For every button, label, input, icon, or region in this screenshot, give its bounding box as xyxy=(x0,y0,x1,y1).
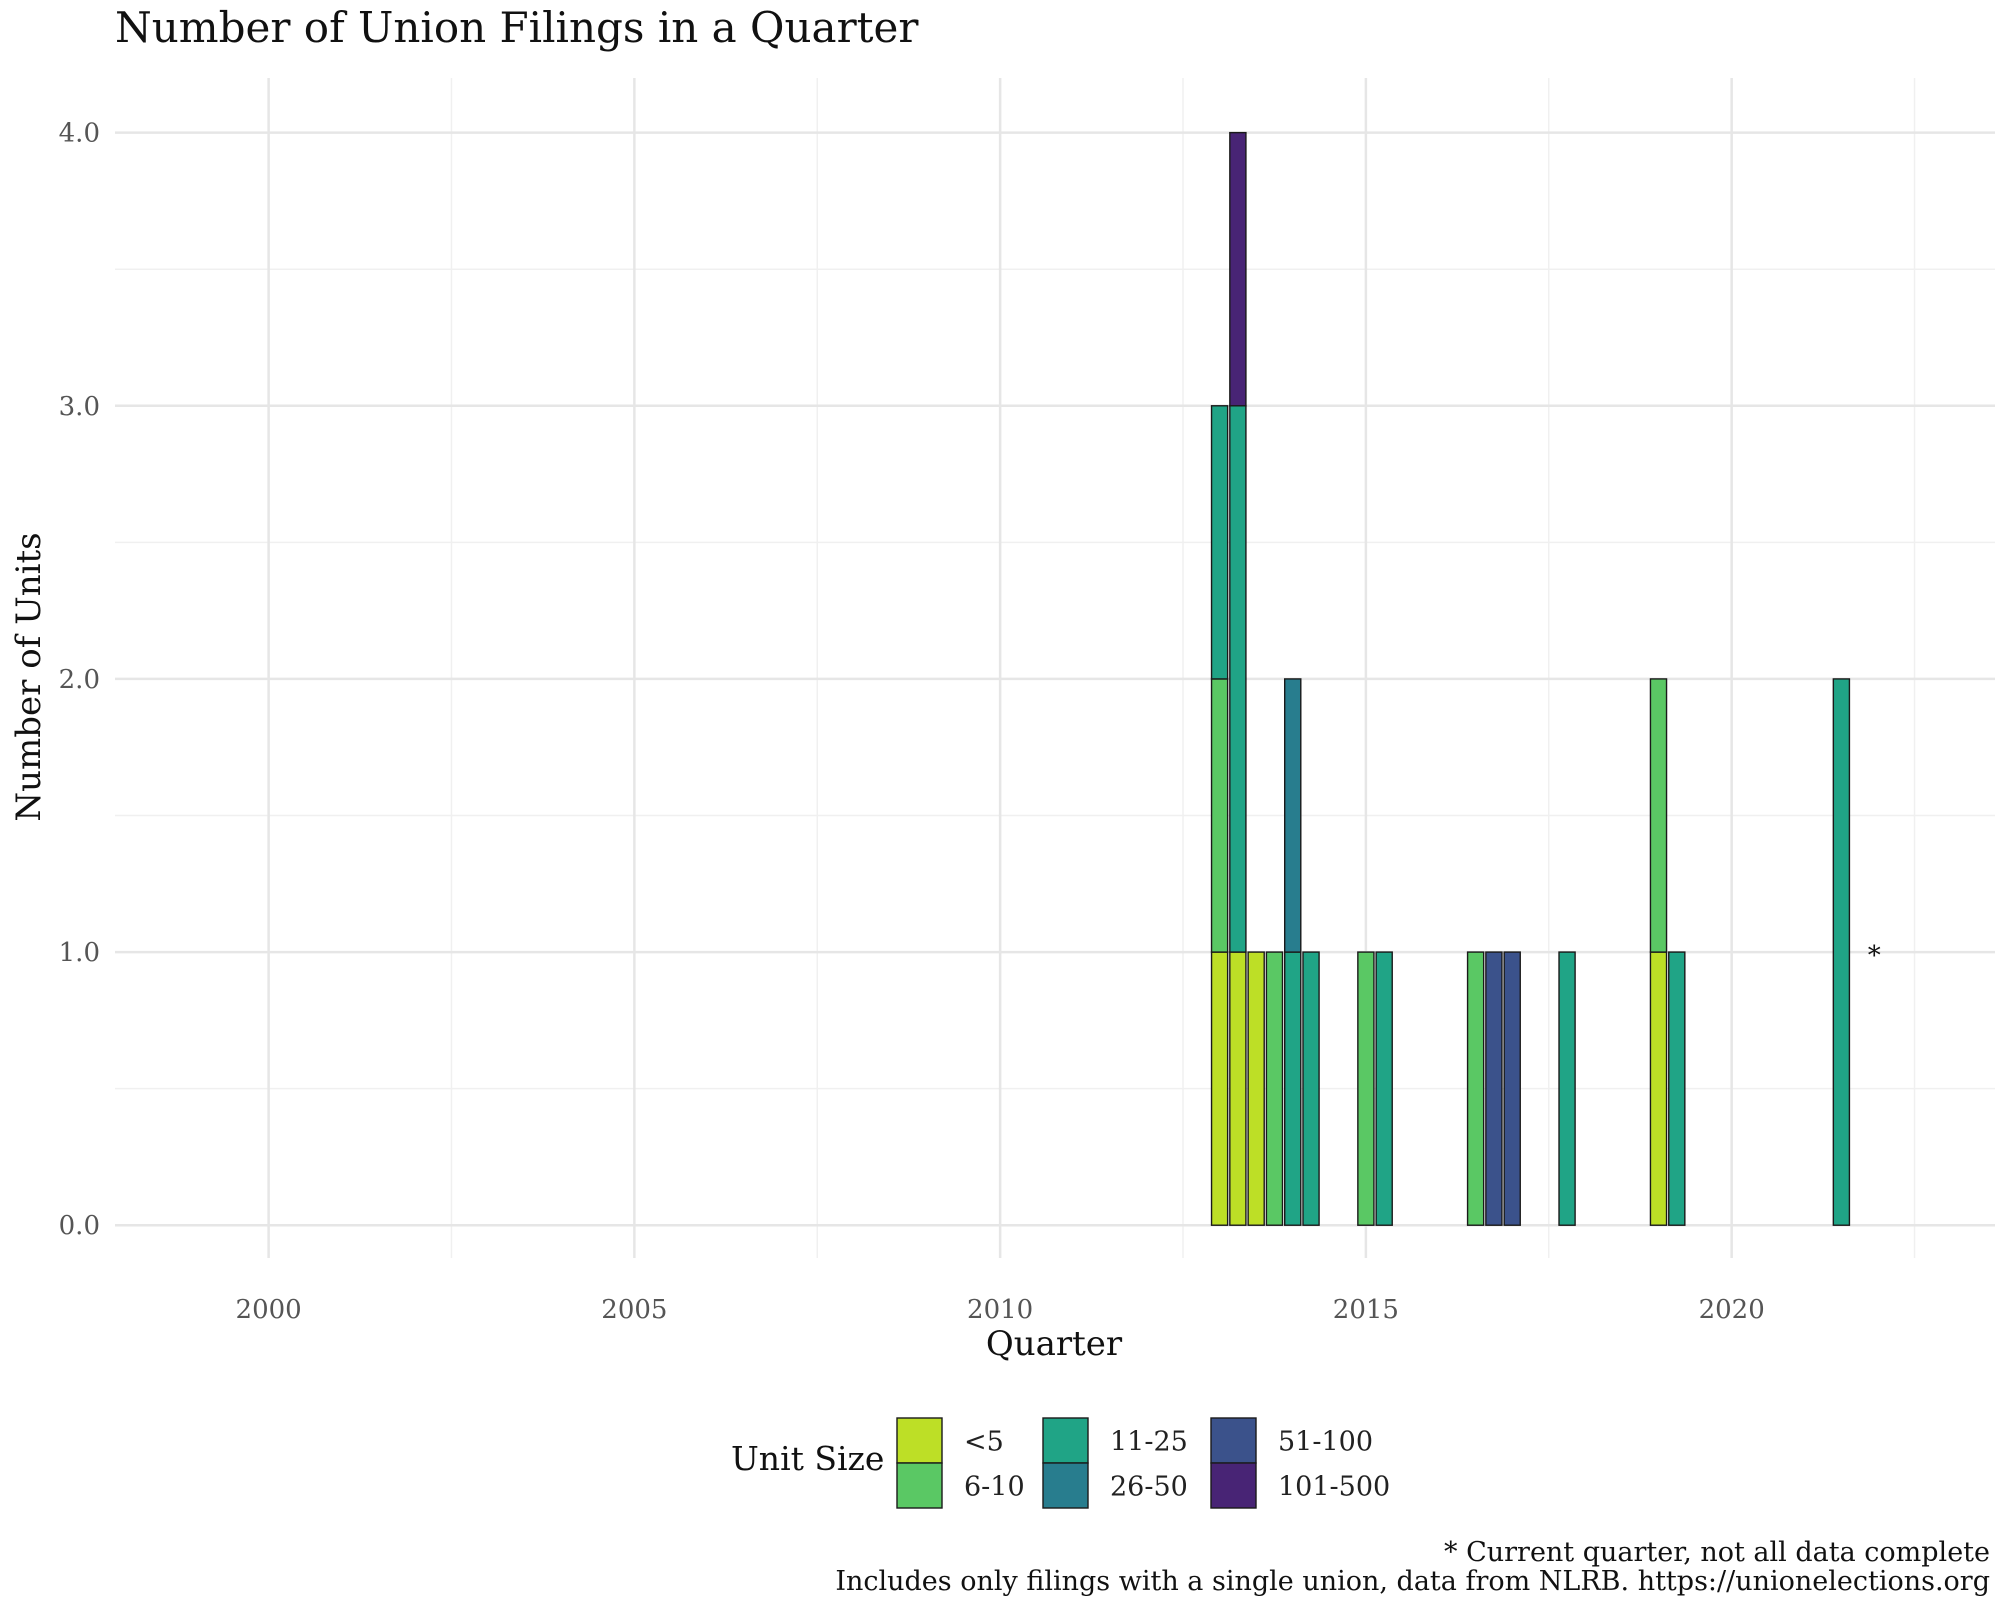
legend-key xyxy=(1042,1462,1089,1509)
bar-segment xyxy=(1283,951,1302,1226)
bar-segment xyxy=(1210,951,1229,1226)
x-tick-label: 2015 xyxy=(1333,1295,1399,1325)
x-tick-label: 2010 xyxy=(967,1295,1033,1325)
legend-label: 26-50 xyxy=(1110,1472,1188,1503)
bar-segment xyxy=(1210,405,1229,680)
x-tick-label: 2020 xyxy=(1699,1295,1765,1325)
caption-source: Includes only filings with a single unio… xyxy=(835,1566,1990,1597)
bar-segment xyxy=(1558,951,1576,1226)
bar-segment xyxy=(1265,951,1284,1226)
bar-segment xyxy=(1485,951,1503,1226)
bar-segment xyxy=(1649,951,1668,1226)
bar-segment xyxy=(1229,951,1247,1226)
legend-title: Unit Size xyxy=(731,1439,884,1478)
x-tick-label: 2005 xyxy=(601,1295,667,1325)
legend-label: 51-100 xyxy=(1278,1427,1373,1458)
bar-segment xyxy=(1466,951,1485,1226)
legend-label: 11-25 xyxy=(1110,1427,1188,1458)
bar-segment xyxy=(1649,678,1668,953)
legend-label: <5 xyxy=(964,1427,1004,1458)
legend-key xyxy=(896,1417,943,1464)
y-tick-label: 2.0 xyxy=(59,665,100,695)
bar-segment xyxy=(1247,951,1265,1226)
bar-segment xyxy=(1375,951,1393,1226)
bar-segment xyxy=(1229,131,1247,407)
legend-key xyxy=(896,1462,943,1509)
bar-segment xyxy=(1832,678,1851,1226)
y-tick-label: 0.0 xyxy=(59,1211,100,1241)
legend: Unit Size <5 6-10 11-25 26-50 51-100 101-500 xyxy=(731,1417,1390,1509)
x-axis-title: Quarter xyxy=(986,1324,1123,1364)
x-tick-label: 2000 xyxy=(236,1295,302,1325)
bar-segment xyxy=(1283,678,1302,953)
bar-segment xyxy=(1668,951,1686,1226)
bars xyxy=(1210,131,1851,1226)
bar-segment xyxy=(1229,405,1247,953)
bar-segment xyxy=(1302,951,1320,1226)
annotation-asterisk: * xyxy=(1868,941,1881,971)
grid xyxy=(115,78,1995,1258)
y-tick-label: 1.0 xyxy=(59,938,100,968)
bar-segment xyxy=(1503,951,1521,1226)
axis-ticks: 2000 2005 2010 2015 2020 0.0 1.0 2.0 3.0 4.0 xyxy=(59,119,1765,1325)
y-tick-label: 4.0 xyxy=(59,119,100,149)
annotations: * xyxy=(1868,941,1881,971)
bar-segment xyxy=(1357,951,1375,1226)
legend-key xyxy=(1210,1462,1257,1509)
bar-segment xyxy=(1210,678,1229,953)
legend-label: 6-10 xyxy=(964,1472,1025,1503)
chart-title: Number of Union Filings in a Quarter xyxy=(115,3,919,52)
legend-key xyxy=(1210,1417,1257,1464)
legend-key xyxy=(1042,1417,1089,1464)
legend-label: 101-500 xyxy=(1278,1472,1390,1503)
y-axis-title: Number of Units xyxy=(9,532,49,821)
caption-note: * Current quarter, not all data complete xyxy=(1444,1537,1990,1568)
y-tick-label: 3.0 xyxy=(59,392,100,422)
